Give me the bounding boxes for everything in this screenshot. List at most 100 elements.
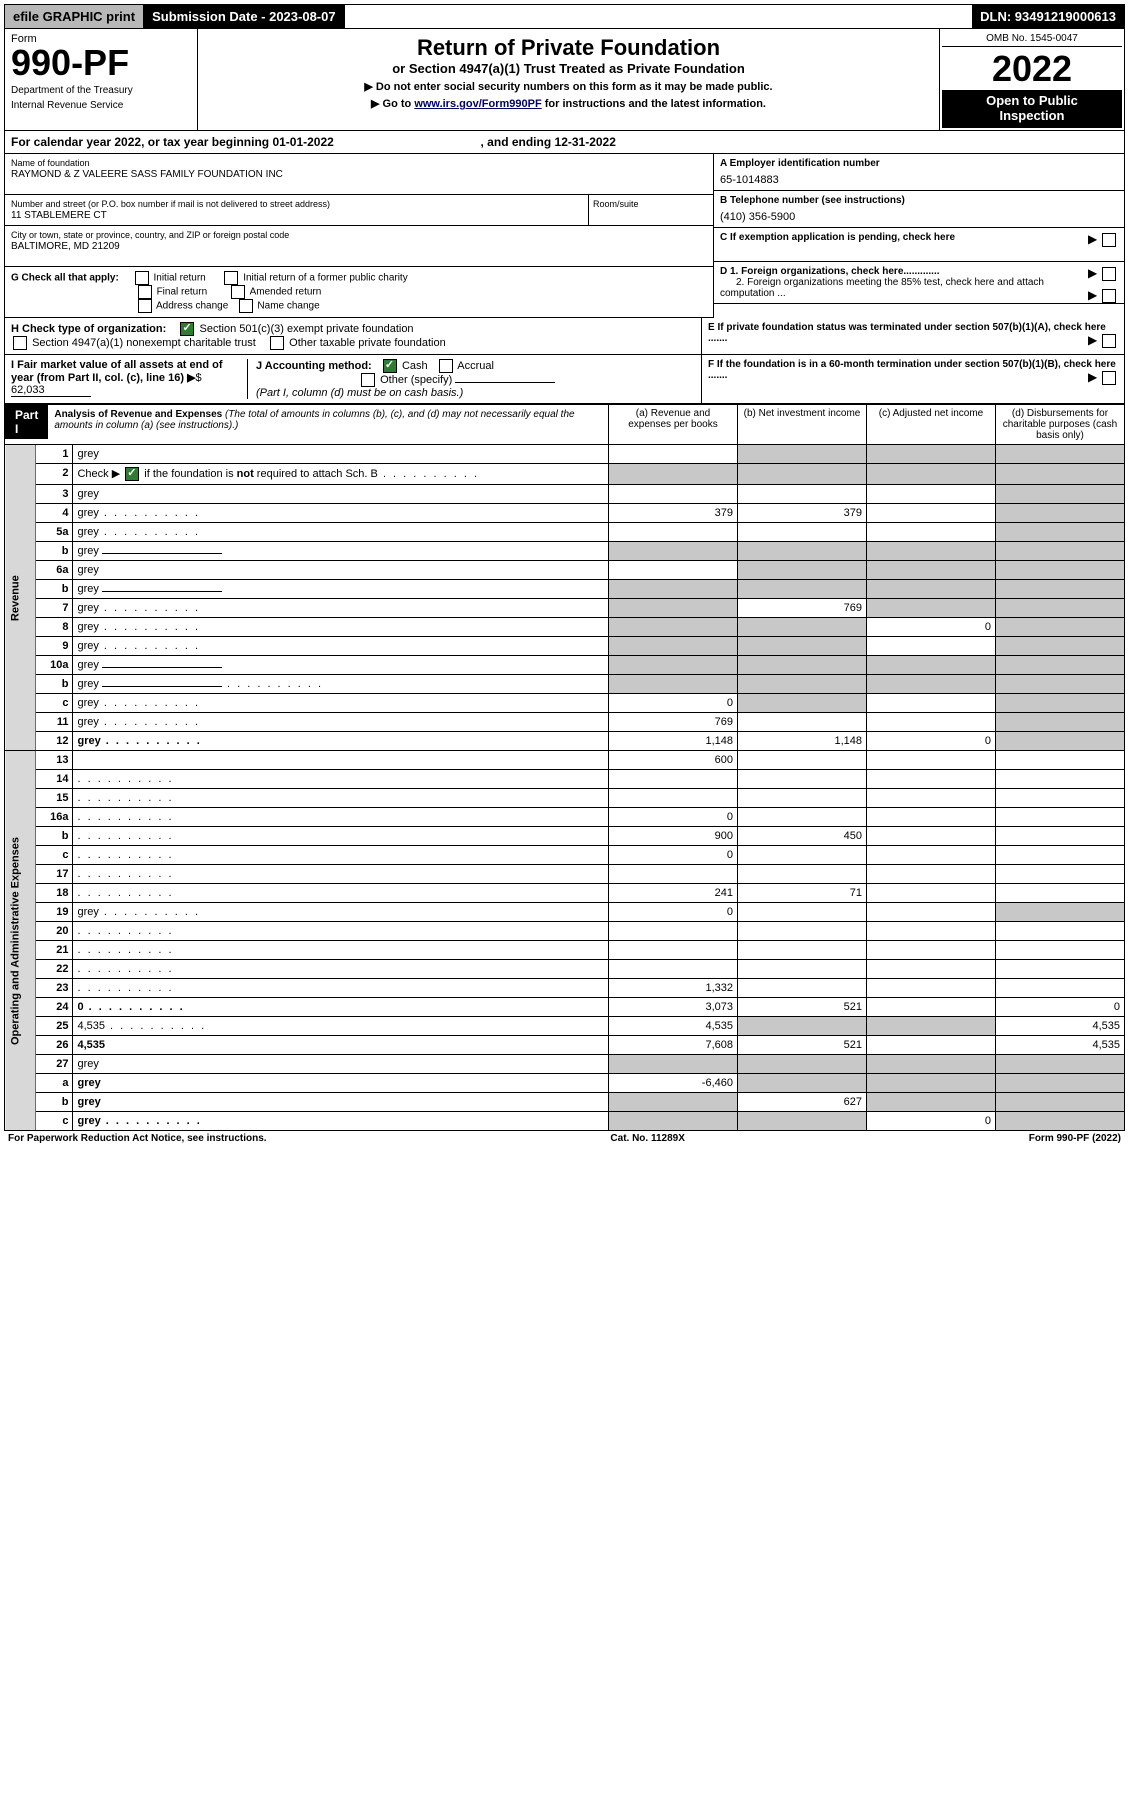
cell-grey (738, 542, 867, 561)
ij-row: I Fair market value of all assets at end… (4, 355, 1125, 404)
col-a-header: (a) Revenue and expenses per books (609, 405, 738, 445)
g-amended: Amended return (250, 287, 322, 298)
cell-value: 379 (738, 504, 867, 523)
cal-end: , and ending 12-31-2022 (481, 135, 616, 149)
table-row: Operating and Administrative Expenses136… (5, 751, 1125, 770)
cell-value (996, 941, 1125, 960)
omb-number: OMB No. 1545-0047 (942, 31, 1122, 47)
cell-value (867, 941, 996, 960)
city-cell: City or town, state or province, country… (5, 226, 713, 267)
initial-return-checkbox[interactable] (135, 271, 149, 285)
cell-value: 1,332 (609, 979, 738, 998)
other-taxable-checkbox[interactable] (270, 336, 284, 350)
calendar-year-row: For calendar year 2022, or tax year begi… (4, 131, 1125, 154)
cell-value: 379 (609, 504, 738, 523)
cell-value (609, 922, 738, 941)
c-checkbox[interactable] (1102, 233, 1116, 247)
initial-former-checkbox[interactable] (224, 271, 238, 285)
e-checkbox[interactable] (1102, 334, 1116, 348)
line-number: 10a (36, 656, 73, 675)
fmv-value: 62,033 (11, 384, 91, 397)
table-row: 264,5357,6085214,535 (5, 1036, 1125, 1055)
footer-right: Form 990-PF (2022) (1029, 1133, 1121, 1144)
line-desc: grey (73, 675, 609, 694)
cell-grey (867, 656, 996, 675)
cell-grey (996, 542, 1125, 561)
cell-grey (996, 599, 1125, 618)
line-number: b (36, 580, 73, 599)
f-row: F If the foundation is in a 60-month ter… (701, 355, 1124, 403)
g-addr-change: Address change (156, 301, 228, 312)
line-number: 8 (36, 618, 73, 637)
line-number: 26 (36, 1036, 73, 1055)
g-final: Final return (157, 287, 208, 298)
line-desc: grey (73, 504, 609, 523)
address-change-checkbox[interactable] (138, 299, 152, 313)
line-number: 25 (36, 1017, 73, 1036)
cell-value: 450 (738, 827, 867, 846)
e-row: E If private foundation status was termi… (701, 318, 1124, 354)
table-row: bgrey627 (5, 1093, 1125, 1112)
dln-label: DLN: 93491219000613 (972, 5, 1124, 28)
cell-value: 0 (609, 846, 738, 865)
cell-value (867, 694, 996, 713)
line-desc: grey (73, 1074, 609, 1093)
foundation-name: RAYMOND & Z VALEERE SASS FAMILY FOUNDATI… (11, 169, 707, 180)
line-number: 6a (36, 561, 73, 580)
table-row: 3grey (5, 485, 1125, 504)
cell-grey (996, 1055, 1125, 1074)
cash-checkbox[interactable] (383, 359, 397, 373)
schb-checkbox[interactable] (125, 467, 139, 481)
amended-return-checkbox[interactable] (231, 285, 245, 299)
cell-value (996, 979, 1125, 998)
f-checkbox[interactable] (1102, 371, 1116, 385)
col-d-header: (d) Disbursements for charitable purpose… (996, 405, 1125, 445)
line-desc: grey (73, 580, 609, 599)
cell-value: 0 (609, 808, 738, 827)
cell-value (738, 865, 867, 884)
d1-label: D 1. Foreign organizations, check here..… (720, 266, 940, 277)
cell-value (996, 884, 1125, 903)
table-row: 20 (5, 922, 1125, 941)
line-number: b (36, 542, 73, 561)
cell-grey (867, 445, 996, 464)
cell-grey (609, 656, 738, 675)
cell-grey (609, 1055, 738, 1074)
d2-checkbox[interactable] (1102, 289, 1116, 303)
cell-value (867, 960, 996, 979)
cell-grey (609, 542, 738, 561)
info-grid: Name of foundation RAYMOND & Z VALEERE S… (4, 154, 1125, 318)
other-method-checkbox[interactable] (361, 373, 375, 387)
name-change-checkbox[interactable] (239, 299, 253, 313)
final-return-checkbox[interactable] (138, 285, 152, 299)
cell-value (738, 922, 867, 941)
4947-checkbox[interactable] (13, 336, 27, 350)
instructions-link[interactable]: www.irs.gov/Form990PF (414, 98, 541, 110)
cell-grey (609, 675, 738, 694)
line-number: 13 (36, 751, 73, 770)
header-left: Form 990-PF Department of the Treasury I… (5, 29, 198, 130)
foundation-name-cell: Name of foundation RAYMOND & Z VALEERE S… (5, 154, 713, 195)
line-number: 16a (36, 808, 73, 827)
form-number: 990-PF (11, 45, 191, 81)
instr-line-2: ▶ Go to www.irs.gov/Form990PF for instru… (204, 97, 933, 110)
line-number: 1 (36, 445, 73, 464)
ij-left: I Fair market value of all assets at end… (5, 355, 701, 403)
cell-grey (996, 561, 1125, 580)
line-desc: grey (73, 694, 609, 713)
c-label: C If exemption application is pending, c… (720, 232, 955, 243)
page-footer: For Paperwork Reduction Act Notice, see … (4, 1131, 1125, 1146)
table-row: 12grey1,1481,1480 (5, 732, 1125, 751)
cell-value (738, 846, 867, 865)
table-row: cgrey0 (5, 694, 1125, 713)
accrual-checkbox[interactable] (439, 359, 453, 373)
cell-value (996, 922, 1125, 941)
c-row: C If exemption application is pending, c… (714, 228, 1124, 262)
501c3-checkbox[interactable] (180, 322, 194, 336)
b-label: B Telephone number (see instructions) (720, 195, 905, 206)
d1-checkbox[interactable] (1102, 267, 1116, 281)
cell-value: 0 (867, 1112, 996, 1131)
cell-value: 1,148 (738, 732, 867, 751)
line-number: 20 (36, 922, 73, 941)
cell-grey (609, 1112, 738, 1131)
